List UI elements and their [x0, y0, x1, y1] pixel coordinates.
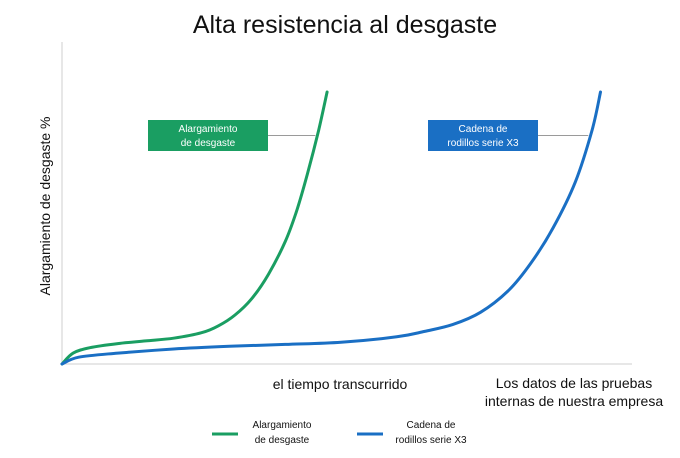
legend-label-cadena-line1: Cadena de	[407, 420, 456, 431]
chart-title: Alta resistencia al desgaste	[193, 11, 497, 39]
callout-label-alargamiento-line2: de desgaste	[181, 138, 236, 149]
x-axis-label: el tiempo transcurrido	[273, 376, 408, 392]
callout-box-alargamiento	[148, 120, 268, 151]
data-source-note-line1: Los datos de las pruebas	[496, 375, 652, 391]
legend-label-alargamiento-line1: Alargamiento	[253, 420, 312, 431]
callout-box-cadena	[428, 120, 538, 151]
callout-label-cadena-line2: rodillos serie X3	[447, 138, 519, 149]
series-line-cadena	[60, 90, 602, 366]
series-line-alargamiento	[60, 90, 329, 366]
legend-label-alargamiento-line2: de desgaste	[255, 435, 310, 446]
data-source-note-line2: internas de nuestra empresa	[485, 393, 663, 409]
y-axis-label: Alargamiento de desgaste %	[37, 117, 53, 296]
series-layer	[60, 90, 602, 366]
callout-label-cadena-line1: Cadena de	[459, 124, 508, 135]
legend-label-cadena-line2: rodillos serie X3	[395, 435, 467, 446]
callout-label-alargamiento-line1: Alargamiento	[179, 124, 238, 135]
